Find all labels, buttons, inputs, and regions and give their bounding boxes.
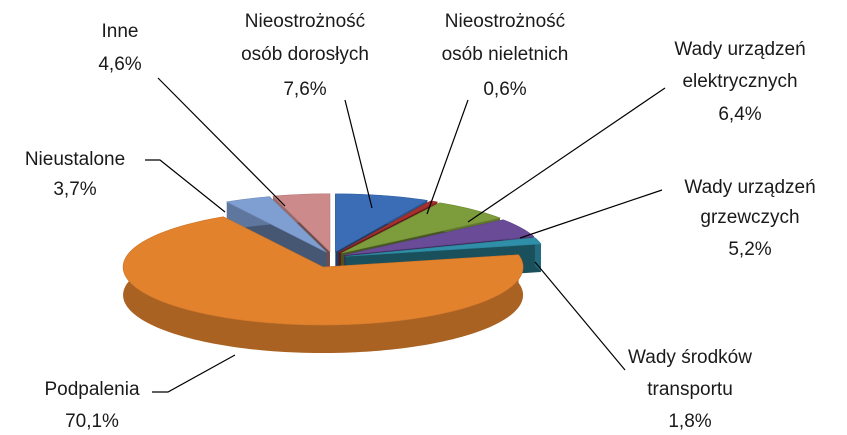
slice xyxy=(335,193,429,253)
data-label: 7,6% xyxy=(283,79,326,100)
leader-line xyxy=(467,87,666,223)
slice xyxy=(272,193,331,253)
leader-line xyxy=(534,261,626,371)
data-label: 6,4% xyxy=(718,104,761,125)
data-label: 5,2% xyxy=(728,239,771,260)
data-label: 3,7% xyxy=(53,179,96,200)
data-label: 0,6% xyxy=(483,79,526,100)
data-label-name: osób dorosłych xyxy=(241,44,369,65)
data-label: 1,8% xyxy=(668,411,711,432)
data-label-name: Wady urządzeń xyxy=(684,177,815,198)
leader-line xyxy=(344,99,373,209)
data-label-name: Wady urządzeń xyxy=(674,39,805,60)
slice xyxy=(345,237,542,257)
slice xyxy=(122,216,524,354)
data-label: 70,1% xyxy=(65,411,119,432)
data-label-name: Inne xyxy=(102,21,139,42)
slice xyxy=(225,196,327,253)
slice-wall xyxy=(123,216,524,354)
data-label-name: Nieostrożność xyxy=(245,11,365,32)
leader-line xyxy=(145,159,226,213)
leader-line xyxy=(519,189,663,239)
data-label-name: transportu xyxy=(647,379,733,400)
data-label-name: Wady środków xyxy=(628,347,752,368)
data-label-name: Nieustalone xyxy=(25,149,125,170)
leader-line xyxy=(157,77,286,207)
leader-line xyxy=(152,354,236,393)
leader-line xyxy=(426,99,469,215)
data-label: 4,6% xyxy=(98,54,141,75)
slice xyxy=(122,216,524,326)
data-label-name: elektrycznych xyxy=(682,71,797,92)
slice xyxy=(338,200,439,253)
data-label-name: Podpalenia xyxy=(44,379,140,400)
data-label-name: Nieostrożność xyxy=(445,11,565,32)
data-label-name: osób nieletnich xyxy=(442,44,569,65)
slice xyxy=(341,202,502,254)
data-label-name: grzewczych xyxy=(700,207,799,228)
